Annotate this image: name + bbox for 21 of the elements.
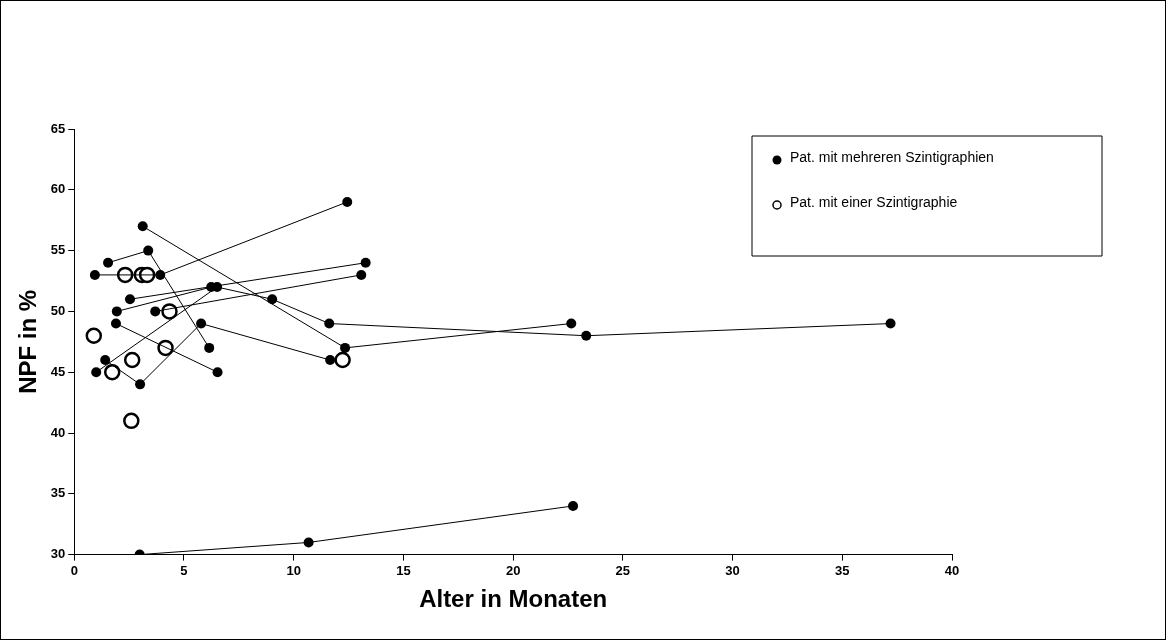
x-tick-label: 25 <box>615 562 631 578</box>
x-tick-label: 35 <box>835 562 850 578</box>
y-axis-title: NPF in % <box>14 289 42 394</box>
y-tick-label: 35 <box>50 485 66 501</box>
y-tick-label: 50 <box>50 302 66 318</box>
x-tick-label: 20 <box>505 562 521 578</box>
y-tick-label: 55 <box>50 242 66 258</box>
y-tick-label: 60 <box>50 181 66 197</box>
x-tick-label: 40 <box>944 562 960 578</box>
y-tick-label: 45 <box>50 363 66 379</box>
x-tick-label: 30 <box>725 562 740 578</box>
legend-label: Pat. mit einer Szintigraphie <box>790 193 958 210</box>
x-tick-label: 5 <box>180 562 188 578</box>
x-tick-label: 10 <box>286 562 301 578</box>
x-axis-title: Alter in Monaten <box>419 585 608 613</box>
legend-label: Pat. mit mehreren Szintigraphien <box>790 148 994 165</box>
y-tick-label: 65 <box>50 120 66 136</box>
x-tick-label: 0 <box>70 562 78 578</box>
y-tick-label: 30 <box>50 546 66 562</box>
x-tick-label: 15 <box>396 562 411 578</box>
y-tick-label: 40 <box>50 424 66 440</box>
